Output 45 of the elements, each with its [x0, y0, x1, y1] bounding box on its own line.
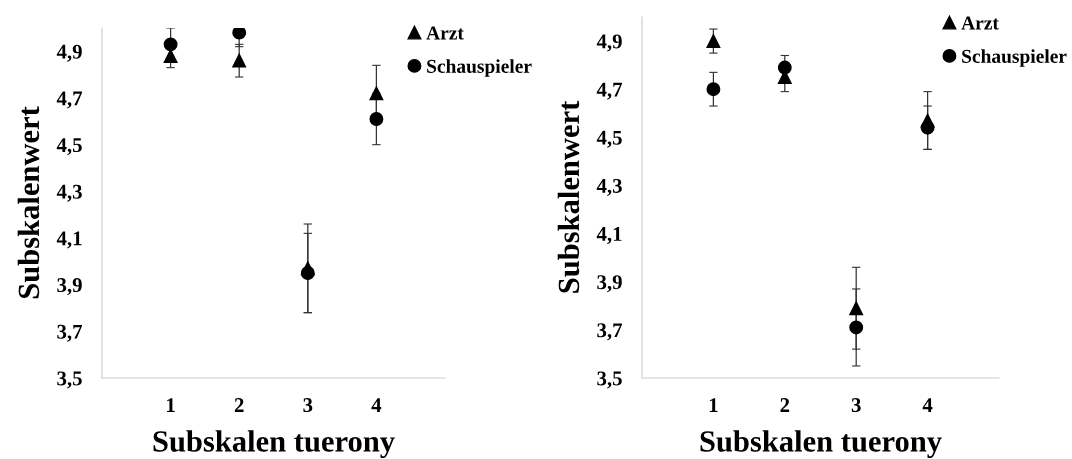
legend-label: Arzt: [426, 26, 464, 40]
point: [232, 53, 247, 68]
x-tick-label: 1: [709, 398, 718, 412]
y-tick-label: 4,3: [56, 184, 82, 202]
y-tick-label: 4,3: [596, 178, 622, 196]
x-tick-label: 4: [371, 398, 382, 412]
y-tick-label: 4,5: [596, 130, 622, 148]
point: [706, 34, 721, 49]
y-tick-label: 3,9: [597, 275, 622, 293]
y-tick-label: 4,9: [596, 34, 622, 52]
y-tick-label: 4,7: [56, 91, 83, 109]
x-tick-label: 1: [167, 398, 175, 412]
point: [369, 112, 384, 126]
point: [232, 28, 247, 40]
x-axis-title: Subskalen tuerony: [153, 430, 395, 459]
legend-label: Schauspieler: [962, 49, 1067, 67]
x-axis-title: Subskalen tuerony: [700, 430, 942, 459]
y-tick-label: 4,1: [56, 231, 82, 249]
point: [920, 113, 935, 128]
point: [163, 37, 178, 52]
y-tick-label: 3,9: [57, 278, 82, 296]
x-tick-label: 3: [851, 398, 861, 413]
x-tick-label: 2: [780, 398, 790, 412]
y-axis-title: Subskalenwert: [17, 106, 40, 299]
x-tick-label: 3: [303, 398, 313, 413]
y-tick-label: 4,5: [56, 138, 82, 156]
point: [706, 82, 721, 97]
y-tick-label: 3,7: [597, 323, 623, 341]
y-tick-label: 4,1: [596, 227, 622, 245]
y-tick-label: 4,7: [596, 82, 623, 100]
y-tick-label: 3,5: [57, 371, 82, 389]
x-tick-label: 2: [234, 398, 244, 412]
x-tick-label: 4: [922, 398, 933, 412]
y-tick-label: 3,7: [57, 324, 83, 342]
point: [849, 320, 864, 335]
point: [369, 86, 384, 101]
y-tick-label: 4,9: [56, 44, 82, 62]
point: [849, 301, 864, 316]
y-axis-title: Subskalenwert: [557, 100, 580, 293]
legend-label: Schauspieler: [427, 59, 532, 77]
point: [300, 261, 315, 276]
y-tick-label: 3,5: [597, 371, 622, 389]
point: [777, 60, 792, 75]
point: [163, 49, 178, 63]
legend-label: Arzt: [961, 16, 999, 30]
